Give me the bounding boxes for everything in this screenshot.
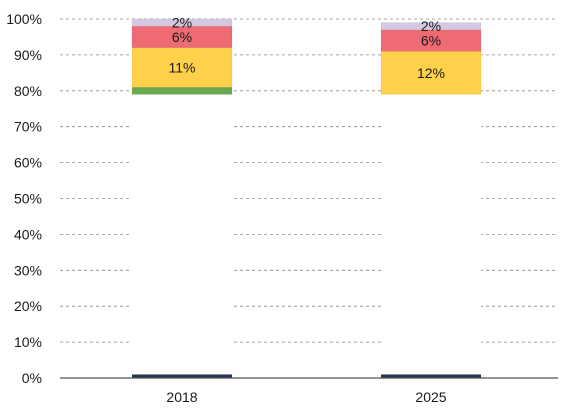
y-tick-label: 40% bbox=[14, 226, 42, 242]
y-tick-label: 20% bbox=[14, 298, 42, 314]
bar-segment bbox=[380, 22, 482, 31]
bar-segment bbox=[132, 94, 232, 375]
x-tick-label: 2025 bbox=[415, 389, 446, 405]
data-label: 12% bbox=[417, 65, 445, 81]
y-tick-label: 100% bbox=[6, 11, 42, 27]
y-tick-label: 70% bbox=[14, 119, 42, 135]
data-label: 6% bbox=[421, 33, 441, 49]
y-tick-label: 80% bbox=[14, 83, 42, 99]
bar-segment bbox=[131, 18, 233, 27]
y-tick-label: 90% bbox=[14, 47, 42, 63]
data-label: 2% bbox=[421, 18, 441, 34]
y-tick-label: 10% bbox=[14, 334, 42, 350]
bar-segment bbox=[131, 47, 233, 88]
bar-segment bbox=[131, 86, 233, 95]
data-label: 6% bbox=[172, 29, 192, 45]
y-tick-label: 30% bbox=[14, 262, 42, 278]
data-label: 2% bbox=[172, 15, 192, 31]
y-tick-label: 0% bbox=[22, 370, 42, 386]
bar-segment bbox=[381, 94, 481, 375]
y-tick-label: 50% bbox=[14, 191, 42, 207]
y-tick-label: 60% bbox=[14, 155, 42, 171]
x-tick-label: 2018 bbox=[166, 389, 197, 405]
data-label: 11% bbox=[169, 59, 196, 75]
